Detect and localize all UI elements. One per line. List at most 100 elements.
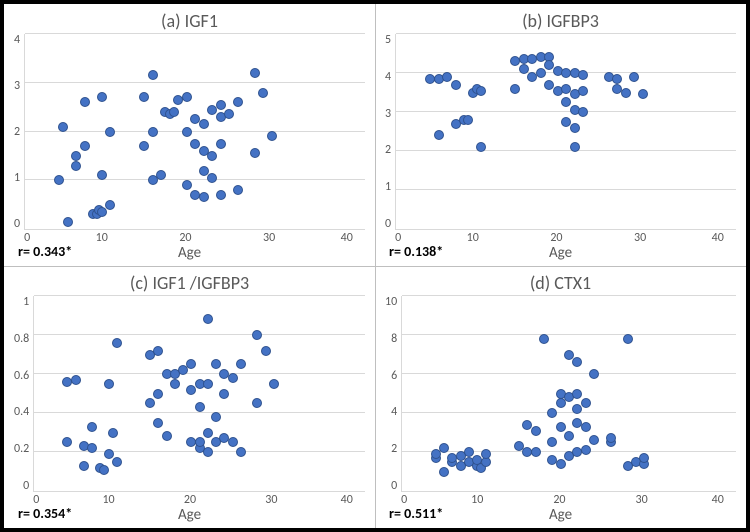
- gridline: [25, 179, 365, 180]
- scatter-point: [63, 217, 73, 227]
- scatter-point: [105, 127, 115, 137]
- scatter-point: [216, 100, 226, 110]
- scatter-point: [170, 379, 180, 389]
- scatter-point: [104, 449, 114, 459]
- scatter-point: [203, 314, 213, 324]
- panel-a-xlabel: Age: [178, 244, 201, 262]
- scatter-point: [97, 92, 107, 102]
- ytick: 5: [385, 34, 391, 46]
- scatter-point: [463, 115, 473, 125]
- scatter-point: [186, 359, 196, 369]
- panel-c-yticks: 10.80.60.40.20: [14, 296, 33, 506]
- panel-b-xticks: 010203040: [395, 230, 736, 244]
- scatter-point: [148, 127, 158, 137]
- scatter-point: [153, 346, 163, 356]
- scatter-point: [570, 142, 580, 152]
- scatter-point: [216, 139, 226, 149]
- scatter-point: [195, 402, 205, 412]
- scatter-point: [153, 418, 163, 428]
- scatter-point: [104, 379, 114, 389]
- xtick: 20: [550, 232, 562, 244]
- scatter-point: [531, 426, 541, 436]
- scatter-point: [589, 435, 599, 445]
- panel-b: (b) IGFBP3 543210 010203040 Age r= 0.138…: [375, 4, 746, 266]
- scatter-point: [219, 389, 229, 399]
- scatter-point: [99, 465, 109, 475]
- panel-d-xlabel: Age: [549, 506, 572, 524]
- scatter-point: [578, 70, 588, 80]
- gridline: [25, 82, 365, 83]
- scatter-point: [203, 428, 213, 438]
- ytick: 0: [391, 480, 397, 492]
- panel-c-xlabel: Age: [178, 506, 201, 524]
- scatter-point: [476, 86, 486, 96]
- scatter-point: [464, 447, 474, 457]
- scatter-point: [203, 379, 213, 389]
- ytick: 6: [391, 370, 397, 382]
- scatter-point: [629, 72, 639, 82]
- scatter-point: [108, 428, 118, 438]
- scatter-point: [481, 449, 491, 459]
- scatter-point: [261, 346, 271, 356]
- panel-d-yticks: 1086420: [385, 296, 401, 506]
- gridline: [25, 33, 365, 34]
- scatter-point: [476, 142, 486, 152]
- xtick: 30: [263, 232, 275, 244]
- scatter-point: [439, 467, 449, 477]
- gridline: [402, 373, 736, 374]
- gridline: [396, 111, 736, 112]
- scatter-point: [71, 375, 81, 385]
- scatter-point: [105, 200, 115, 210]
- ytick: 2: [385, 144, 391, 156]
- scatter-point: [80, 97, 90, 107]
- xtick: 20: [184, 494, 196, 506]
- scatter-point: [87, 422, 97, 432]
- scatter-point: [211, 359, 221, 369]
- scatter-point: [442, 72, 452, 82]
- panel-b-yticks: 543210: [385, 34, 395, 244]
- ytick: 3: [385, 108, 391, 120]
- gridline: [34, 295, 365, 296]
- panel-c-title: (c) IGF1 /IGFBP3: [130, 272, 249, 294]
- xtick: 40: [712, 494, 724, 506]
- panel-b-chart: 543210 010203040: [385, 34, 736, 244]
- scatter-point: [71, 161, 81, 171]
- ytick: 0.4: [14, 406, 29, 418]
- panel-c-chart: 10.80.60.40.20 010203040: [14, 296, 365, 506]
- scatter-point: [169, 107, 179, 117]
- scatter-point: [112, 338, 122, 348]
- scatter-point: [519, 64, 529, 74]
- panel-d: (d) CTX1 1086420 010203040 Age r= 0.511*: [375, 266, 746, 528]
- scatter-point: [572, 357, 582, 367]
- panel-b-r: r= 0.138*: [389, 243, 443, 260]
- ytick: 0.8: [14, 333, 29, 345]
- gridline: [396, 150, 736, 151]
- xtick: 30: [636, 494, 648, 506]
- scatter-point: [79, 461, 89, 471]
- scatter-point: [556, 422, 566, 432]
- scatter-point: [564, 431, 574, 441]
- xtick: 20: [179, 232, 191, 244]
- panel-c: (c) IGF1 /IGFBP3 10.80.60.40.20 01020304…: [4, 266, 375, 528]
- scatter-point: [570, 123, 580, 133]
- scatter-point: [252, 330, 262, 340]
- scatter-point: [572, 389, 582, 399]
- scatter-point: [439, 443, 449, 453]
- gridline: [402, 334, 736, 335]
- ytick: 4: [14, 34, 20, 46]
- scatter-point: [531, 447, 541, 457]
- scatter-point: [236, 359, 246, 369]
- scatter-point: [539, 334, 549, 344]
- panel-b-xlabel: Age: [549, 244, 572, 262]
- scatter-point: [156, 170, 166, 180]
- gridline: [34, 334, 365, 335]
- figure-frame: (a) IGF1 43210 010203040 Age r= 0.343* (…: [0, 0, 750, 532]
- scatter-point: [112, 457, 122, 467]
- scatter-point: [182, 127, 192, 137]
- panel-a-yticks: 43210: [14, 34, 24, 244]
- ytick: 0.6: [14, 370, 29, 382]
- scatter-point: [589, 369, 599, 379]
- scatter-point: [434, 130, 444, 140]
- panel-grid: (a) IGF1 43210 010203040 Age r= 0.343* (…: [4, 4, 746, 528]
- scatter-point: [153, 389, 163, 399]
